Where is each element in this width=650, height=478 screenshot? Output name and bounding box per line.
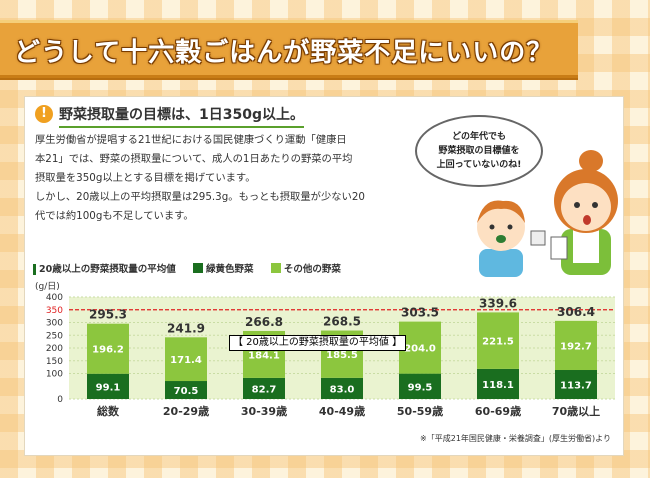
total-label: 306.4 [557, 305, 595, 319]
data-label: 185.5 [326, 350, 358, 361]
bar-green-yellow [165, 381, 207, 399]
body-line: 摂取量を350g以上とする目標を掲げています。 [35, 172, 256, 184]
chart-title: 20歳以上の野菜摂取量の平均値 [33, 264, 176, 275]
bubble-line: 上回っていないのね! [436, 160, 522, 170]
body-line: 本21」では、野菜の摂取量について、成人の1日あたりの野菜の平均 [35, 153, 353, 165]
body-line: 厚生労働省が提唱する21世紀における国民健康づくり運動「健康日 [35, 134, 347, 146]
exclamation-icon: ! [35, 105, 53, 123]
family-illustration-icon [477, 150, 618, 277]
total-label: 339.6 [479, 296, 517, 310]
bar-green-yellow [87, 373, 129, 399]
legend-label: その他の野菜 [283, 264, 341, 275]
data-label: 204.0 [404, 344, 436, 355]
legend-item-other: その他の野菜 [267, 263, 341, 275]
body-line: 代では約100gも不足しています。 [35, 210, 194, 222]
y-tick-label: 200 [46, 344, 63, 354]
y-tick-label: 0 [57, 395, 63, 405]
data-label: 118.1 [482, 380, 514, 391]
y-tick-label: 250 [46, 331, 63, 341]
total-label: 268.5 [323, 315, 361, 329]
bar-green-yellow [321, 377, 363, 399]
y-tick-label: 300 [46, 319, 63, 329]
legend-label: 緑黄色野菜 [206, 264, 254, 275]
data-label: 221.5 [482, 337, 514, 348]
body-text: 厚生労働省が提唱する21世紀における国民健康づくり運動「健康日 本21」では、野… [35, 131, 407, 226]
data-label: 70.5 [174, 386, 199, 397]
total-label: 241.9 [167, 321, 205, 335]
page-title: どうして十六穀ごはんが野菜不足にいいの？ [14, 38, 554, 68]
speech-bubble: どの年代でも 野菜摂取の目標値を 上回っていないのね! [415, 115, 543, 187]
category-label: 総数 [97, 404, 120, 418]
content-card: ! 野菜摂取量の目標は、1日350g以上。 厚生労働省が提唱する21世紀における… [24, 96, 624, 456]
y-tick-label: 400 [46, 293, 63, 303]
y-axis-label: (g/日) [35, 281, 60, 292]
legend-item-green-yellow: 緑黄色野菜 [189, 263, 254, 275]
bar-green-yellow [477, 368, 519, 399]
bubble-line: どの年代でも [451, 132, 506, 142]
source-note: ※「平成21年国民健康・栄養調査」(厚生労働省)より [420, 434, 611, 443]
data-label: 83.0 [330, 384, 355, 395]
category-label: 20-29歳 [163, 404, 209, 418]
bubble-line: 野菜摂取の目標値を [438, 146, 520, 156]
data-label: 99.5 [408, 382, 433, 393]
total-label: 303.5 [401, 306, 439, 320]
bar-other [87, 323, 129, 374]
data-label: 99.1 [96, 382, 121, 393]
y-tick-label: 350 [46, 306, 63, 316]
data-label: 171.4 [170, 355, 202, 366]
category-label: 60-69歳 [475, 404, 521, 418]
title-banner: どうして十六穀ごはんが野菜不足にいいの？ [0, 20, 578, 78]
category-label: 40-49歳 [319, 404, 365, 418]
data-label: 82.7 [252, 384, 277, 395]
bar-other [555, 320, 597, 371]
chart-tooltip: 【 20歳以上の野菜摂取量の平均値 】 [229, 335, 407, 351]
category-label: 30-39歳 [241, 404, 287, 418]
bar-other [165, 337, 207, 382]
mother-illustration-icon [550, 150, 618, 275]
y-tick-label: 100 [46, 370, 63, 380]
data-label: 184.1 [248, 350, 280, 361]
data-label: 196.2 [92, 345, 124, 356]
bar-green-yellow [399, 373, 441, 399]
body-line: しかし、20歳以上の平均摂取量は295.3g。もっとも摂取量が少ない20 [35, 191, 365, 203]
y-tick-label: 150 [46, 357, 63, 367]
data-label: 113.7 [560, 381, 592, 392]
category-label: 70歳以上 [552, 404, 600, 418]
total-label: 295.3 [89, 308, 127, 322]
bar-other [477, 312, 519, 369]
chart-legend: 20歳以上の野菜摂取量の平均値 緑黄色野菜 その他の野菜 [33, 261, 341, 275]
category-label: 50-59歳 [397, 404, 443, 418]
bar-green-yellow [555, 370, 597, 399]
goal-heading: 野菜摂取量の目標は、1日350g以上。 [59, 104, 304, 128]
bar-green-yellow [243, 377, 285, 399]
total-label: 266.8 [245, 315, 283, 329]
data-label: 192.7 [560, 341, 592, 352]
child-illustration-icon [477, 200, 546, 277]
